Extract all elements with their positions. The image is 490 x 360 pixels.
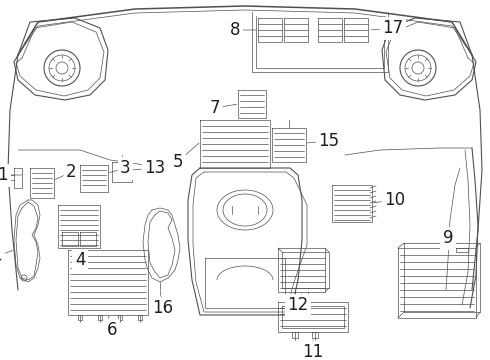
- Text: 15: 15: [307, 132, 339, 150]
- Text: 16: 16: [152, 291, 173, 317]
- Text: 11: 11: [302, 340, 323, 360]
- Text: 2: 2: [55, 163, 76, 181]
- Text: 10: 10: [373, 191, 405, 209]
- Text: 3: 3: [109, 159, 131, 177]
- Text: 9: 9: [443, 229, 453, 247]
- Text: 7: 7: [210, 99, 237, 117]
- Text: 14: 14: [0, 249, 13, 267]
- Text: 13: 13: [133, 159, 165, 177]
- Text: 6: 6: [107, 316, 117, 339]
- Text: 17: 17: [371, 19, 403, 37]
- Text: 4: 4: [75, 248, 85, 269]
- Text: 12: 12: [287, 293, 309, 314]
- Text: 5: 5: [172, 143, 199, 171]
- Text: 8: 8: [229, 21, 257, 39]
- Text: 1: 1: [0, 166, 22, 184]
